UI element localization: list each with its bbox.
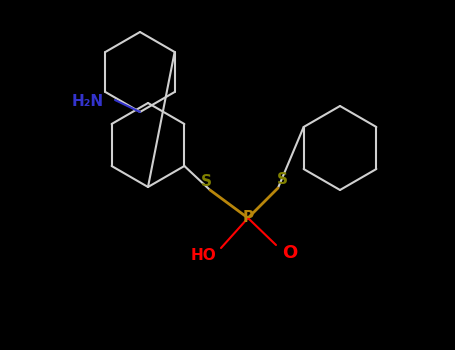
Text: S: S bbox=[201, 175, 212, 189]
Text: S: S bbox=[277, 173, 288, 188]
Text: H₂N: H₂N bbox=[72, 94, 104, 110]
Text: P: P bbox=[243, 210, 253, 225]
Text: O: O bbox=[283, 244, 298, 262]
Text: HO: HO bbox=[190, 248, 216, 264]
